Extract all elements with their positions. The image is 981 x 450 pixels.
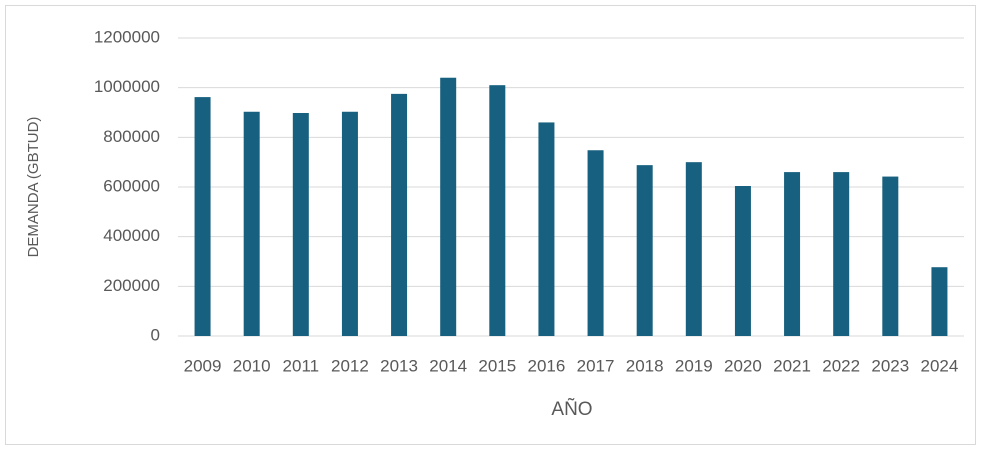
y-tick-label: 400000 (103, 226, 160, 245)
x-tick-label: 2013 (380, 356, 418, 375)
bar (784, 172, 801, 336)
x-tick-label: 2018 (626, 356, 664, 375)
x-tick-label: 2010 (233, 356, 271, 375)
bar (882, 176, 899, 336)
bar (734, 186, 751, 336)
bar (587, 150, 604, 336)
bar (194, 97, 211, 336)
bar (341, 111, 358, 336)
y-tick-label: 1000000 (94, 77, 160, 96)
y-tick-label: 600000 (103, 176, 160, 195)
x-tick-label: 2022 (822, 356, 860, 375)
x-tick-label: 2015 (478, 356, 516, 375)
bar (636, 165, 653, 336)
bar (931, 267, 948, 336)
x-tick-label: 2024 (921, 356, 959, 375)
bar (391, 93, 408, 336)
x-tick-label: 2017 (577, 356, 615, 375)
x-tick-label: 2019 (675, 356, 713, 375)
y-tick-label: 200000 (103, 276, 160, 295)
bar (440, 77, 457, 336)
x-axis-title: AÑO (551, 398, 592, 420)
bar (833, 172, 850, 336)
x-tick-label: 2012 (331, 356, 369, 375)
x-tick-label: 2014 (429, 356, 467, 375)
x-tick-label: 2009 (184, 356, 222, 375)
x-tick-label: 2023 (871, 356, 909, 375)
bar (292, 112, 309, 336)
y-tick-label: 0 (151, 325, 160, 344)
bar (685, 162, 702, 336)
y-axis-title: DEMANDA (GBTUD) (25, 117, 42, 258)
y-tick-label: 1200000 (94, 27, 160, 46)
x-tick-label: 2011 (283, 356, 320, 375)
bar (538, 122, 555, 336)
x-tick-label: 2021 (773, 356, 811, 375)
bar (489, 85, 506, 336)
y-tick-label: 800000 (103, 127, 160, 146)
x-tick-label: 2016 (528, 356, 566, 375)
bar (243, 111, 260, 336)
x-tick-label: 2020 (724, 356, 762, 375)
